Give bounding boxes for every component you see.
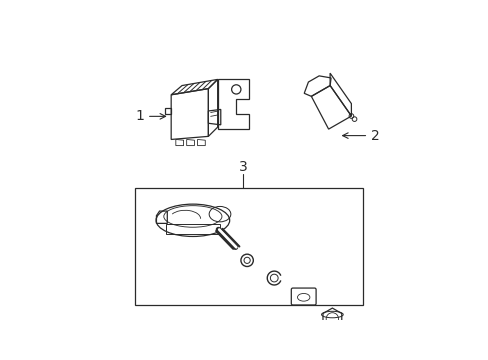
Text: 3: 3: [238, 160, 247, 174]
Text: 1: 1: [135, 109, 165, 123]
Text: 2: 2: [342, 129, 379, 143]
